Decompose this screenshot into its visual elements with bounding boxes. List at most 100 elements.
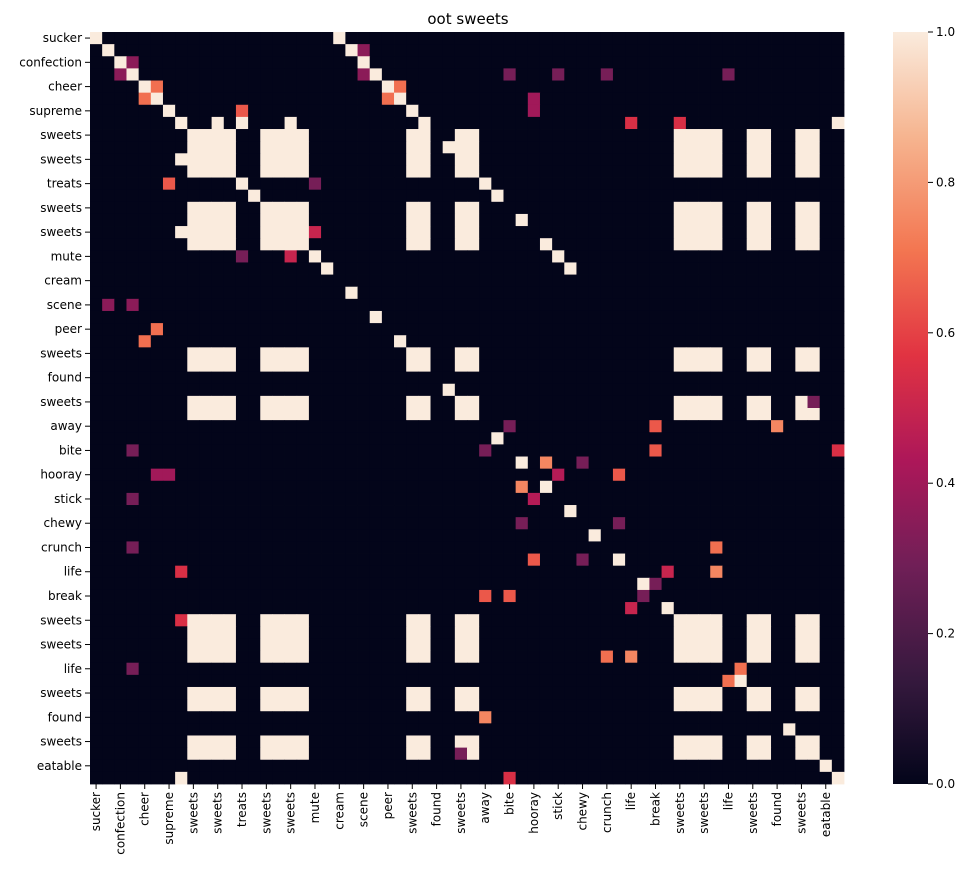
heatmap-cell — [625, 56, 638, 69]
heatmap-cell — [235, 589, 249, 603]
heatmap-cell — [527, 759, 541, 773]
heatmap-cell — [746, 371, 760, 385]
heatmap-cell — [260, 723, 273, 736]
heatmap-cell — [369, 505, 383, 518]
heatmap-cell — [515, 771, 529, 785]
heatmap-cell — [357, 347, 371, 360]
heatmap-cell — [758, 468, 772, 482]
heatmap-cell — [284, 468, 298, 482]
heatmap-cell — [369, 468, 383, 482]
heatmap-cell — [783, 250, 796, 263]
heatmap-cell — [661, 553, 675, 567]
heatmap-cell — [442, 371, 456, 385]
x-tick-label: sweets — [673, 792, 687, 834]
heatmap-cell — [296, 274, 310, 288]
heatmap-cell — [90, 626, 103, 639]
heatmap-cell — [819, 492, 833, 506]
heatmap-cell — [564, 116, 577, 130]
heatmap-cell — [369, 201, 383, 215]
heatmap-cell — [758, 213, 772, 227]
heatmap-cell — [576, 153, 590, 166]
heatmap-cell — [357, 711, 371, 724]
heatmap-cell — [235, 420, 249, 433]
heatmap-cell — [673, 286, 687, 300]
heatmap-cell — [284, 44, 298, 57]
heatmap-cell — [503, 662, 517, 676]
heatmap-cell — [600, 395, 614, 409]
heatmap-cell — [673, 165, 687, 178]
heatmap-cell — [333, 274, 346, 288]
heatmap-cell — [479, 432, 492, 445]
heatmap-cell — [698, 286, 711, 300]
heatmap-cell — [394, 408, 407, 421]
heatmap-cell — [685, 759, 699, 773]
heatmap-cell — [321, 44, 334, 57]
heatmap-cell — [442, 68, 456, 81]
heatmap-cell — [235, 141, 249, 154]
heatmap-cell — [576, 674, 590, 688]
heatmap-cell — [175, 189, 188, 203]
heatmap-cell — [333, 323, 346, 336]
heatmap-cell — [734, 201, 748, 215]
heatmap-cell — [114, 565, 127, 579]
heatmap-cell — [345, 129, 358, 142]
heatmap-cell — [162, 626, 176, 639]
heatmap-cell — [710, 759, 723, 773]
heatmap-cell — [272, 444, 285, 457]
heatmap-cell — [175, 468, 188, 482]
heatmap-cell — [625, 165, 638, 178]
heatmap-cell — [467, 614, 480, 627]
heatmap-cell — [600, 238, 614, 251]
heatmap-cell — [612, 759, 626, 773]
heatmap-cell — [199, 638, 213, 651]
heatmap-cell — [746, 141, 760, 154]
heatmap-cell — [527, 250, 541, 263]
heatmap-cell — [235, 699, 249, 712]
heatmap-cell — [296, 614, 310, 627]
heatmap-cell — [235, 213, 249, 227]
heatmap-cell — [734, 310, 748, 324]
heatmap-cell — [442, 420, 456, 433]
heatmap-cell — [758, 286, 772, 300]
heatmap-cell — [600, 116, 614, 130]
heatmap-cell — [539, 116, 553, 130]
heatmap-cell — [248, 723, 261, 736]
heatmap-cell — [150, 310, 164, 324]
heatmap-cell — [527, 444, 541, 457]
heatmap-cell — [406, 589, 419, 603]
heatmap-cell — [235, 614, 249, 627]
heatmap-cell — [308, 517, 322, 530]
heatmap-cell — [588, 638, 602, 651]
heatmap-cell — [345, 165, 358, 178]
heatmap-cell — [637, 129, 650, 142]
heatmap-cell — [819, 444, 833, 457]
heatmap-cell — [588, 456, 602, 470]
heatmap-cell — [430, 116, 444, 130]
heatmap-cell — [722, 589, 735, 603]
heatmap-cell — [223, 674, 237, 688]
heatmap-cell — [661, 589, 675, 603]
heatmap-cell — [235, 226, 249, 239]
heatmap-cell — [211, 213, 225, 227]
heatmap-cell — [90, 201, 103, 215]
heatmap-cell — [625, 310, 638, 324]
heatmap-cell — [126, 432, 140, 445]
heatmap-cell — [588, 650, 602, 664]
heatmap-cell — [552, 310, 565, 324]
heatmap-cell — [430, 686, 444, 700]
heatmap-cell — [357, 201, 371, 215]
heatmap-cell — [284, 759, 298, 773]
heatmap-cell — [722, 395, 735, 409]
heatmap-cell — [345, 747, 358, 761]
heatmap-cell — [260, 395, 273, 409]
heatmap-cell — [260, 505, 273, 518]
heatmap-cell — [503, 347, 517, 360]
heatmap-cell — [248, 347, 261, 360]
heatmap-cell — [831, 589, 845, 603]
heatmap-cell — [467, 359, 480, 373]
heatmap-cell — [722, 614, 735, 627]
heatmap-cell — [467, 759, 480, 773]
heatmap-cell — [673, 323, 687, 336]
heatmap-cell — [503, 408, 517, 421]
heatmap-cell — [114, 177, 127, 191]
